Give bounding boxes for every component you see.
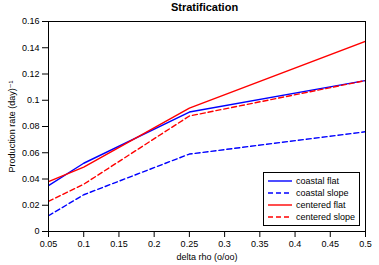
svg-text:delta rho (o/oo): delta rho (o/oo) (176, 252, 237, 262)
svg-text:0.04: 0.04 (22, 174, 40, 184)
svg-text:0.02: 0.02 (22, 200, 40, 210)
svg-text:0.14: 0.14 (22, 43, 40, 53)
svg-text:Production rate (day)⁻¹: Production rate (day)⁻¹ (7, 81, 17, 173)
svg-text:0: 0 (34, 226, 39, 236)
svg-text:0.1: 0.1 (77, 239, 90, 249)
html-text:centered flat: centered flat (296, 200, 346, 210)
svg-text:0.2: 0.2 (148, 239, 161, 249)
html-text:coastal slope: coastal slope (296, 188, 349, 198)
svg-text:0.15: 0.15 (110, 239, 128, 249)
svg-text:0.5: 0.5 (359, 239, 372, 249)
svg-text:0.4: 0.4 (289, 239, 302, 249)
svg-text:0.12: 0.12 (22, 69, 40, 79)
svg-text:0.45: 0.45 (322, 239, 340, 249)
svg-text:0.06: 0.06 (22, 148, 40, 158)
svg-text:0.3: 0.3 (218, 239, 231, 249)
svg-text:0.1: 0.1 (27, 95, 40, 105)
html-text:centered slope: centered slope (296, 212, 355, 222)
svg-text:0.08: 0.08 (22, 121, 40, 131)
svg-text:0.25: 0.25 (181, 239, 199, 249)
html-text:Stratification: Stratification (170, 1, 239, 13)
html-text:coastal flat: coastal flat (296, 176, 339, 186)
svg-text:0.16: 0.16 (22, 16, 40, 26)
svg-text:0.35: 0.35 (251, 239, 269, 249)
svg-text:0.05: 0.05 (40, 239, 58, 249)
